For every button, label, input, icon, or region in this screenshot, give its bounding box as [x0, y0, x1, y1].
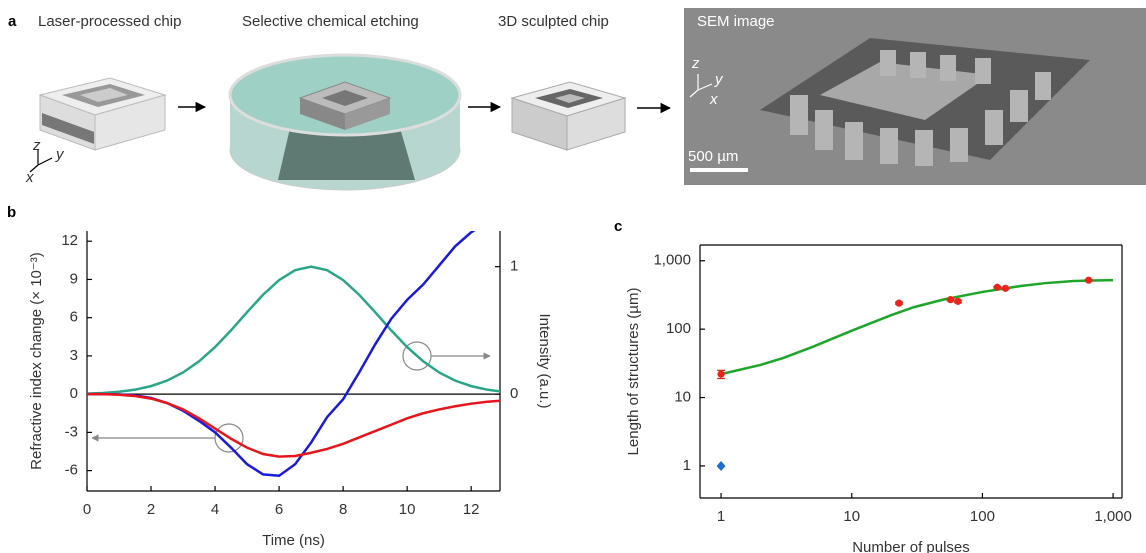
y-axis-label: Length of structures (µm) [625, 288, 642, 456]
x-tick-label: 100 [970, 508, 995, 525]
panel-label: c [614, 218, 622, 235]
panel-label: a [8, 13, 17, 30]
point [717, 371, 724, 378]
x-axis-label: Time (ns) [262, 532, 325, 549]
y-tick-label: 9 [70, 270, 78, 287]
x-tick-label: 1,000 [1094, 508, 1132, 525]
x-tick-label: 12 [463, 501, 480, 518]
y2-axis-label: Intensity (a.u.) [536, 313, 553, 408]
x-tick-label: 0 [83, 501, 91, 518]
x-tick-label: 2 [147, 501, 155, 518]
point [1002, 285, 1009, 292]
y2-tick-label: 0 [510, 385, 518, 402]
y2-tick-label: 1 [510, 258, 518, 275]
y-tick-label: 3 [70, 347, 78, 364]
x-tick-label: 1 [717, 508, 725, 525]
y-axis-label: Refractive index change (× 10⁻³) [28, 252, 45, 470]
point [717, 461, 726, 471]
x-axis-label: Number of pulses [852, 539, 970, 553]
x-tick-label: 4 [211, 501, 219, 518]
y-tick-label: 100 [666, 320, 691, 337]
line [87, 267, 503, 394]
y-tick-label: 1 [683, 457, 691, 474]
fit-line [721, 280, 1113, 374]
point [1085, 277, 1092, 284]
axis-glyph-label: z [32, 137, 41, 154]
figure: a Laser-processed chip Selective chemica… [0, 0, 1146, 553]
axis-glyph-label: x [25, 169, 34, 186]
y-tick-label: 1,000 [653, 252, 691, 269]
dish-illustration [230, 55, 460, 190]
y-tick-label: 0 [70, 385, 78, 402]
point [994, 284, 1001, 291]
x-tick-label: 10 [843, 508, 860, 525]
y-tick-label: -3 [65, 423, 78, 440]
point [895, 300, 902, 307]
x-tick-label: 6 [275, 501, 283, 518]
sculpted-chip-illustration [512, 82, 625, 150]
x-tick-label: 8 [339, 501, 347, 518]
axis-glyph-label: z [691, 55, 700, 72]
axis-glyph-label: y [55, 146, 65, 163]
axis-glyph-label: x [709, 91, 718, 108]
point [947, 296, 954, 303]
sem-image [684, 8, 1146, 185]
step-label: Selective chemical etching [242, 13, 419, 30]
step-label: Laser-processed chip [38, 13, 181, 30]
sem-label: SEM image [697, 13, 775, 30]
step-label: 3D sculpted chip [498, 13, 609, 30]
y-tick-label: 6 [70, 309, 78, 326]
panel-label: b [7, 204, 16, 221]
line [87, 394, 503, 456]
scale-bar-label: 500 µm [688, 148, 738, 165]
point [954, 298, 961, 305]
y-tick-label: 10 [674, 389, 691, 406]
chip-illustration [40, 78, 165, 150]
y-tick-label: -6 [65, 462, 78, 479]
x-tick-label: 10 [399, 501, 416, 518]
y-tick-label: 12 [61, 232, 78, 249]
